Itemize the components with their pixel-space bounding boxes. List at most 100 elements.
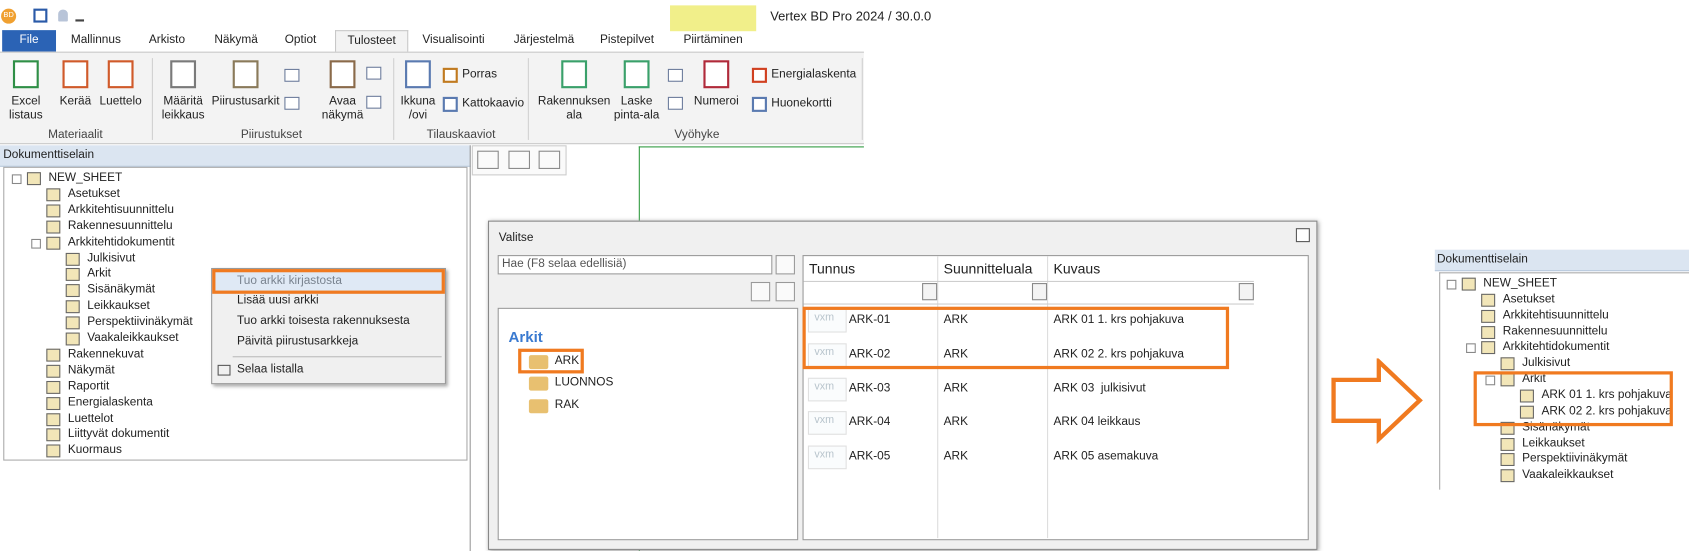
tree-item[interactable]: Rakennesuunnittelu	[1502, 324, 1608, 338]
ribbon-tab[interactable]: Pistepilvet	[600, 33, 655, 47]
table-cell[interactable]: ARK 03 julkisivut	[1053, 382, 1146, 395]
tree-item[interactable]: Raportit	[67, 379, 110, 393]
table-cell[interactable]: ARK	[943, 449, 968, 463]
ribbon-button[interactable]: Kattokaavio	[462, 96, 525, 110]
table-cell[interactable]: ARK-03	[848, 382, 891, 395]
folder[interactable]: RAK	[554, 398, 580, 412]
table-cell[interactable]: ARK 05 asemakuva	[1053, 449, 1159, 463]
table-cell[interactable]: ARK 01 1. krs pohjakuva	[1053, 313, 1184, 327]
browser-title: Dokumenttiselain	[1436, 252, 1528, 266]
group-separator	[527, 58, 529, 140]
tree-item[interactable]: Arkit	[87, 267, 111, 281]
table-cell[interactable]: ARK-05	[848, 449, 891, 463]
small-icon	[284, 68, 300, 82]
ribbon-button[interactable]: Määritä leikkaus	[161, 94, 205, 122]
tree-item[interactable]: Arkit	[1522, 372, 1546, 386]
ribbon-button[interactable]: Luettelo	[99, 94, 142, 108]
table-cell[interactable]: ARK	[943, 313, 968, 327]
tree-item[interactable]: NEW_SHEET	[48, 171, 123, 185]
tool-button	[775, 281, 795, 302]
tree-item[interactable]: ARK 01 1. krs pohjakuva	[1541, 388, 1672, 402]
menu-item[interactable]: Selaa listalla	[236, 362, 304, 376]
tree-item[interactable]: Julkisivut	[1522, 356, 1571, 370]
ribbon-group-label: Tilauskaaviot	[426, 128, 496, 141]
ribbon-button[interactable]: Numeroi	[693, 94, 739, 108]
tree-item[interactable]: Perspektiivinäkymät	[87, 315, 193, 329]
ribbon-tab[interactable]: Mallinnus	[70, 33, 121, 47]
ribbon-tab[interactable]: Arkisto	[148, 33, 186, 47]
search-placeholder: Hae (F8 selaa edellisiä)	[501, 257, 627, 271]
ribbon-button[interactable]: Avaa näkymä	[321, 94, 364, 122]
ribbon-tab[interactable]: Tulosteet	[335, 30, 409, 53]
tree-item[interactable]: Vaakaleikkaukset	[1522, 468, 1614, 482]
filter-button[interactable]	[1238, 283, 1254, 301]
folder[interactable]: ARK	[554, 354, 580, 367]
tree-item[interactable]: Kuormaus	[67, 443, 122, 457]
tree-item[interactable]: Luettelot	[67, 411, 114, 425]
ribbon-tab[interactable]: Näkymä	[214, 33, 258, 47]
group-separator	[151, 58, 153, 140]
ribbon-tab[interactable]: Optiot	[284, 33, 317, 47]
ribbon-button[interactable]: Piirustusarkit	[211, 94, 280, 108]
tree-item[interactable]: Asetukset	[1502, 292, 1555, 306]
close-button[interactable]	[1295, 228, 1310, 243]
ribbon-button[interactable]: Excel listaus	[9, 94, 43, 122]
menu-highlight	[212, 269, 445, 294]
folder-pane	[497, 307, 799, 541]
table-cell[interactable]: ARK-02	[848, 347, 891, 361]
table-cell[interactable]: ARK-01	[848, 313, 891, 327]
tree-item[interactable]: NEW_SHEET	[1483, 276, 1558, 290]
tree-item[interactable]: Julkisivut	[87, 251, 136, 265]
tree-item[interactable]: Arkkitehtisuunnittelu	[1502, 308, 1609, 322]
folder-highlight	[518, 348, 584, 374]
ribbon-button[interactable]: Energialaskenta	[771, 67, 857, 81]
tree-item[interactable]: Näkymät	[67, 363, 115, 377]
tree-item[interactable]: Sisänäkymät	[87, 283, 156, 297]
filter-button[interactable]	[1031, 283, 1048, 301]
folder[interactable]: LUONNOS	[554, 375, 614, 389]
tree-item[interactable]: Rakennekuvat	[67, 347, 144, 361]
menu-item[interactable]: Tuo arkki toisesta rakennuksesta	[236, 314, 410, 328]
ribbon-tab[interactable]: Visualisointi	[422, 33, 485, 47]
table-cell[interactable]: ARK 02 2. krs pohjakuva	[1053, 347, 1184, 361]
browser-title: Dokumenttiselain	[3, 148, 95, 162]
folder-heading: Arkit	[508, 328, 543, 346]
table-cell[interactable]: ARK	[943, 415, 968, 429]
tree-item[interactable]: Arkkitehtidokumentit	[67, 235, 175, 249]
ribbon-button[interactable]: Kerää	[59, 94, 92, 108]
column-header[interactable]: Kuvaus	[1053, 260, 1101, 277]
ribbon-button[interactable]: Porras	[462, 67, 498, 81]
ribbon-button[interactable]: Huonekortti	[771, 96, 832, 110]
tool-button	[750, 281, 771, 302]
table-cell[interactable]: ARK	[943, 382, 968, 395]
tree-item[interactable]: Leikkaukset	[1522, 436, 1585, 450]
tree-item[interactable]: Vaakaleikkaukset	[87, 331, 179, 345]
menu-item[interactable]: Lisää uusi arkki	[236, 293, 319, 307]
tree-icon	[46, 220, 61, 234]
ribbon-button[interactable]: Laske pinta-ala	[613, 94, 660, 122]
tree-item[interactable]: Leikkaukset	[87, 299, 150, 313]
tree-item[interactable]: Energialaskenta	[67, 395, 153, 409]
canvas-line	[638, 146, 864, 148]
tree-item[interactable]: Rakennesuunnittelu	[67, 219, 173, 233]
table-cell[interactable]: ARK 04 leikkaus	[1053, 415, 1141, 429]
table-cell[interactable]: ARK	[943, 347, 968, 361]
button-icon	[561, 60, 588, 89]
ribbon-button[interactable]: Ikkuna /ovi	[400, 94, 436, 122]
tree-item[interactable]: Asetukset	[67, 187, 120, 201]
ribbon-button[interactable]: Rakennuksen ala	[537, 94, 611, 122]
ribbon-tab[interactable]: Piirtäminen	[683, 33, 743, 47]
column-header[interactable]: Tunnus	[808, 260, 856, 277]
ribbon-tab[interactable]: File	[2, 30, 57, 52]
table-cell[interactable]: ARK-04	[848, 415, 891, 429]
tree-item[interactable]: Arkkitehtisuunnittelu	[67, 203, 174, 217]
tree-item[interactable]: Liittyvät dokumentit	[67, 427, 170, 441]
ribbon-tab[interactable]: Järjestelmä	[513, 33, 575, 47]
tree-item[interactable]: Arkkitehtidokumentit	[1502, 340, 1610, 354]
tree-item[interactable]: Perspektiivinäkymät	[1522, 452, 1628, 466]
button-icon	[442, 67, 458, 83]
menu-item[interactable]: Päivitä piirustusarkkeja	[236, 334, 359, 348]
filter-button[interactable]	[922, 283, 938, 301]
tree-item[interactable]: ARK 02 2. krs pohjakuva	[1541, 404, 1672, 418]
column-header[interactable]: Suunnitteluala	[943, 260, 1033, 277]
